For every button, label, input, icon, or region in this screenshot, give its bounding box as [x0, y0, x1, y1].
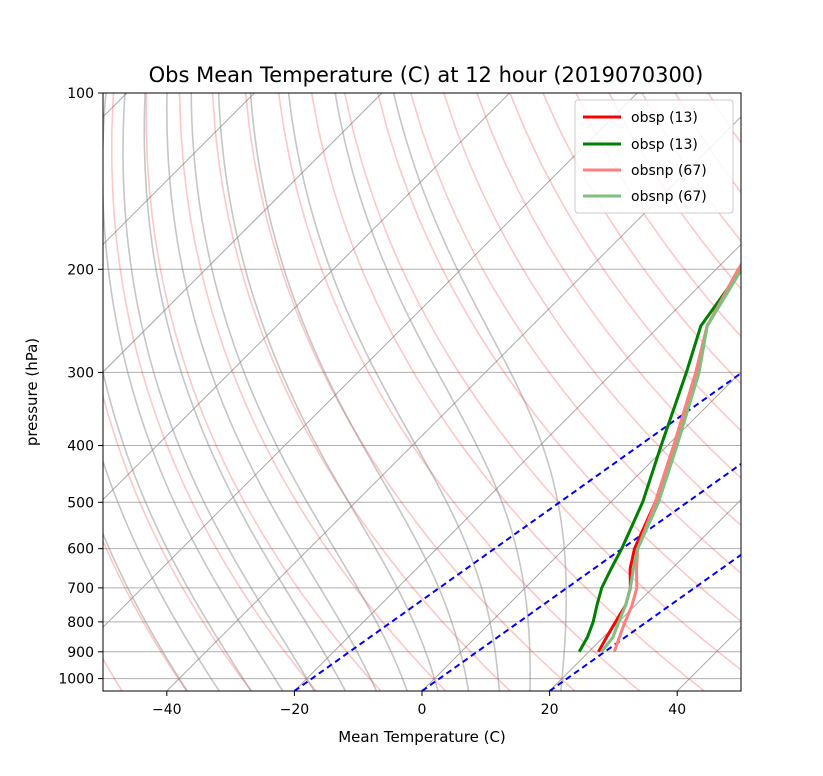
series-line-1: [577, 267, 741, 653]
y-tick-label-4: 500: [67, 495, 94, 511]
isotherm-20: [549, 498, 741, 691]
grid-layer: [103, 93, 741, 691]
dry-adiabat-283: [211, 93, 511, 691]
dry-adiabat-323: [343, 93, 741, 671]
dry-adiabat-273: [178, 93, 447, 691]
dry-adiabat-393: [575, 93, 741, 338]
dry-adiabat-363: [476, 93, 741, 480]
dry-adiabat-243: [103, 392, 253, 691]
moist-adiabat-0: [217, 93, 439, 691]
dry-adiabat-303: [277, 93, 641, 691]
dry-adiabat-253: [111, 93, 317, 691]
moist-adiabat--20: [122, 93, 315, 691]
dry-adiabat-343: [410, 93, 741, 575]
moist-adiabat-10: [287, 93, 501, 691]
y-tick-label-1: 200: [67, 262, 94, 278]
moist-adiabat--5: [190, 93, 409, 691]
y-tick-label-5: 600: [67, 542, 94, 558]
legend: obsp (13) obsp (13) obsnp (67) obsnp (67…: [574, 99, 734, 214]
y-tick-label-8: 900: [67, 645, 94, 661]
chart-title: Obs Mean Temperature (C) at 12 hour (201…: [149, 63, 704, 87]
legend-label-obsp-green: obsp (13): [631, 137, 698, 153]
x-tick-label-4: 40: [668, 702, 686, 718]
y-tick-label-0: 100: [67, 86, 94, 102]
series-line-2: [612, 262, 741, 653]
moist-adiabat-15: [334, 93, 531, 691]
isotherm-0: [421, 371, 741, 691]
moist-adiabat--25: [103, 93, 284, 691]
mixing-ratio-line-0: [421, 462, 741, 691]
moist-adiabat--30: [103, 368, 252, 691]
y-tick-label-7: 800: [67, 615, 94, 631]
dry-adiabat-333: [376, 93, 741, 623]
isotherm--120: [103, 93, 255, 246]
dry-adiabat-313: [310, 93, 705, 691]
y-axis-label: pressure (hPa): [23, 338, 41, 446]
x-tick-label-2: 0: [418, 702, 427, 718]
legend-label-obsp-red: obsp (13): [631, 110, 698, 126]
x-tick-label-0: −40: [152, 702, 182, 718]
mixing-ratio-line-20: [549, 553, 741, 691]
x-tick-label-3: 20: [541, 702, 559, 718]
moist-adiabat-20: [392, 93, 567, 691]
moist-adiabat--35: [103, 459, 220, 691]
isotherm--80: [103, 93, 510, 501]
series-line-3: [600, 267, 741, 653]
isotherm--100: [103, 93, 383, 373]
dry-adiabat-293: [244, 93, 576, 691]
moist-adiabat--40: [103, 531, 188, 691]
dry-adiabat-263: [145, 93, 382, 691]
mixing-ratio-line--20: [293, 372, 741, 691]
isotherm--20: [294, 243, 741, 691]
ticks-layer: −40 −20 0 20 40 100 200 300 400 500 600 700 800 900 10…: [58, 86, 686, 718]
x-tick-label-1: −20: [280, 702, 310, 718]
legend-box: [574, 99, 734, 214]
dry-adiabat-353: [443, 93, 741, 527]
dry-adiabat-383: [542, 93, 741, 385]
dry-adiabat-373: [509, 93, 741, 432]
series-layer: [577, 262, 741, 653]
moist-adiabat--15: [143, 93, 347, 691]
dry-adiabat-233: [103, 539, 188, 691]
legend-label-obsnp-lightgreen: obsnp (67): [631, 189, 707, 205]
legend-label-obsnp-pink: obsnp (67): [631, 163, 707, 179]
y-tick-label-3: 400: [67, 439, 94, 455]
y-tick-label-9: 1000: [58, 672, 94, 688]
isotherm--60: [103, 93, 638, 628]
moist-adiabat--10: [165, 93, 378, 691]
x-axis-label: Mean Temperature (C): [338, 728, 506, 746]
y-tick-label-2: 300: [67, 365, 94, 381]
y-tick-label-6: 700: [67, 581, 94, 597]
moist-adiabat-5: [249, 93, 470, 691]
